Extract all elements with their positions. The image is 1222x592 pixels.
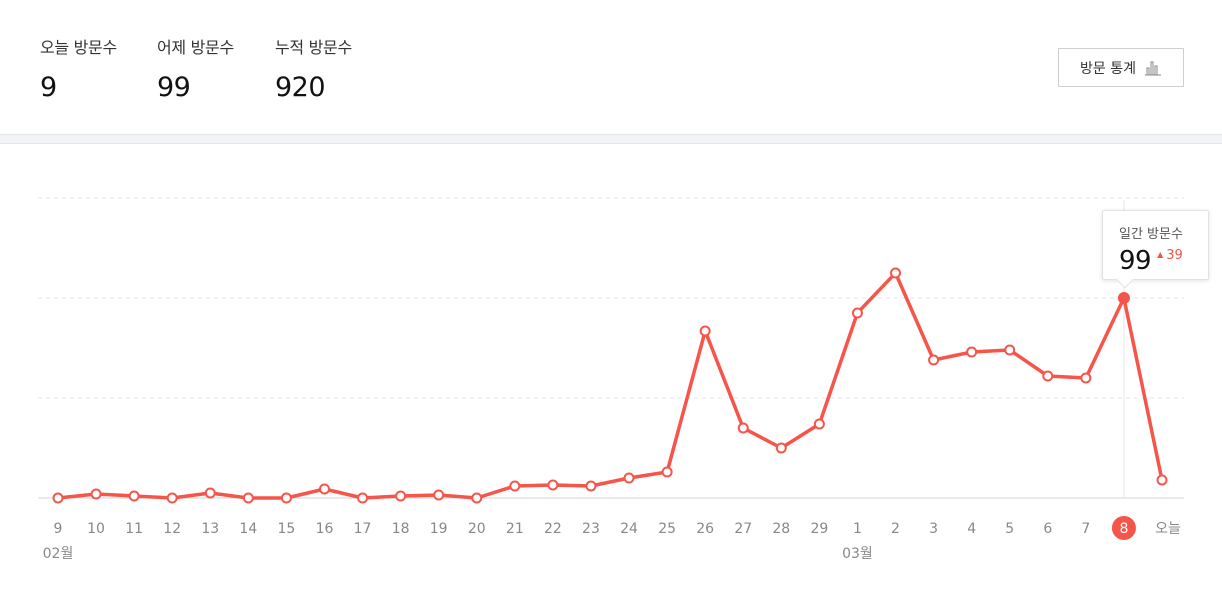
visit-stats-button-label: 방문 통계 <box>1080 60 1136 77</box>
x-tick-label: 14 <box>239 521 257 537</box>
x-tick-label: 3 <box>929 521 938 537</box>
chart-tooltip: 일간 방문수 99 ▲ 39 <box>1102 210 1209 289</box>
x-tick-label: 17 <box>354 521 372 537</box>
data-point <box>813 418 825 430</box>
month-label: 02월 <box>43 546 74 562</box>
data-point <box>509 480 521 492</box>
today-visits: 오늘 방문수 9 <box>40 34 117 103</box>
x-tick-label: 12 <box>163 521 181 537</box>
visit-stats-button[interactable]: 방문 통계 <box>1058 48 1184 87</box>
data-point <box>318 483 330 495</box>
tooltip-change: ▲ 39 <box>1157 248 1183 263</box>
x-tick-label: 1 <box>853 521 862 537</box>
data-point <box>280 492 292 504</box>
x-tick-label: 29 <box>810 521 828 537</box>
month-label: 03월 <box>842 546 873 562</box>
data-point <box>737 422 749 434</box>
tooltip-value: 99 <box>1119 246 1152 276</box>
data-point <box>357 492 369 504</box>
x-tick-label: 22 <box>544 521 562 537</box>
data-point <box>90 488 102 500</box>
data-point <box>1004 344 1016 356</box>
x-tick-label: 2 <box>891 521 900 537</box>
yesterday-visits-label: 어제 방문수 <box>157 38 234 57</box>
data-point <box>433 489 445 501</box>
today-visits-value: 9 <box>40 72 57 103</box>
today-visits-label: 오늘 방문수 <box>40 38 117 57</box>
x-tick-label: 7 <box>1081 521 1090 537</box>
data-point <box>1156 474 1168 486</box>
total-visits: 누적 방문수 920 <box>275 34 352 103</box>
data-point <box>395 490 407 502</box>
tooltip-title: 일간 방문수 <box>1119 227 1183 242</box>
data-point <box>204 487 216 499</box>
x-tick-label: 21 <box>506 521 524 537</box>
tick-label-highlight <box>1111 516 1136 540</box>
total-visits-value: 920 <box>275 72 326 103</box>
x-tick-label: 오늘 <box>1155 521 1181 537</box>
x-tick-label: 27 <box>734 521 752 537</box>
x-tick-label: 20 <box>468 521 486 537</box>
yesterday-visits: 어제 방문수 99 <box>157 34 234 103</box>
x-tick-label: 23 <box>582 521 600 537</box>
data-point <box>1080 372 1092 384</box>
bar-chart-icon <box>1144 60 1162 76</box>
section-divider <box>0 134 1222 144</box>
x-tick-label: 11 <box>125 521 143 537</box>
up-triangle-icon: ▲ <box>1157 250 1164 259</box>
data-point <box>585 480 597 492</box>
data-point <box>890 267 902 279</box>
x-tick-label: 18 <box>392 521 410 537</box>
data-point <box>471 492 483 504</box>
data-point <box>928 354 940 366</box>
data-point <box>775 442 787 454</box>
x-tick-label: 28 <box>772 521 790 537</box>
x-tick-label: 19 <box>430 521 448 537</box>
x-tick-label: 9 <box>54 521 63 537</box>
data-point <box>52 492 64 504</box>
x-tick-label: 13 <box>201 521 219 537</box>
tooltip-change-value: 39 <box>1166 248 1183 263</box>
data-point <box>242 492 254 504</box>
x-tick-label: 5 <box>1005 521 1014 537</box>
x-tick-label: 8 <box>1119 521 1128 537</box>
x-tick-label: 10 <box>87 521 105 537</box>
data-point <box>966 346 978 358</box>
x-tick-label: 24 <box>620 521 638 537</box>
yesterday-visits-value: 99 <box>157 72 191 103</box>
x-tick-label: 16 <box>316 521 334 537</box>
x-tick-label: 6 <box>1043 521 1052 537</box>
visitor-stats-header: 오늘 방문수 9 어제 방문수 99 누적 방문수 920 방문 통계 <box>0 0 1222 134</box>
data-point <box>547 479 559 491</box>
data-point <box>128 490 140 502</box>
data-point <box>166 492 178 504</box>
daily-visits-chart: 9 10 11 12 13 14 15 16 17 18 19 20 21 22 23 24 25 26 27 28 2… <box>0 144 1222 592</box>
total-visits-label: 누적 방문수 <box>275 38 352 57</box>
data-point <box>851 307 863 319</box>
x-tick-label: 4 <box>967 521 976 537</box>
series-line <box>56 271 1164 500</box>
data-point <box>1042 370 1054 382</box>
line-chart-svg: 9 10 11 12 13 14 15 16 17 18 19 20 21 22 23 24 25 26 27 28 2… <box>38 197 1184 562</box>
x-tick-label: 26 <box>696 521 714 537</box>
x-tick-label: 15 <box>277 521 295 537</box>
data-point <box>699 325 711 337</box>
data-point-highlighted <box>1117 292 1130 304</box>
data-point <box>661 466 673 478</box>
data-point <box>623 472 635 484</box>
x-tick-label: 25 <box>658 521 676 537</box>
